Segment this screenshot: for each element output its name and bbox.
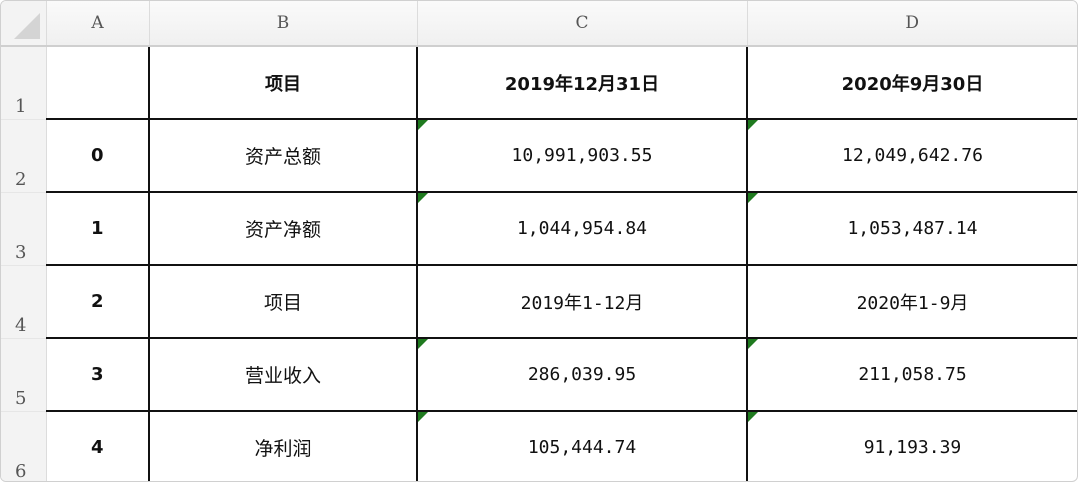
cell-value: 2020年9月30日 xyxy=(841,73,984,95)
cell-value: 286,039.95 xyxy=(527,364,637,385)
column-header-a[interactable]: A xyxy=(46,1,150,47)
row-header[interactable]: 6 xyxy=(1,411,47,481)
row-header[interactable]: 1 xyxy=(1,46,47,120)
row-header[interactable]: 4 xyxy=(1,265,47,339)
cell-c2[interactable]: 10,991,903.55 xyxy=(417,119,748,193)
cell-c1[interactable]: 2019年12月31日 xyxy=(417,46,748,120)
cell-value: 2 xyxy=(90,291,104,312)
cell-value: 1 xyxy=(90,218,104,239)
cell-d6[interactable]: 91,193.39 xyxy=(747,411,1077,481)
table-row: 6 4 净利润 105,444.74 91,193.39 xyxy=(1,411,1077,481)
cell-c4[interactable]: 2019年1-12月 xyxy=(417,265,748,339)
cell-value: 10,991,903.55 xyxy=(511,145,653,166)
cell-value: 资产总额 xyxy=(244,146,321,168)
cell-value: 项目 xyxy=(263,292,302,314)
cell-b1[interactable]: 项目 xyxy=(149,46,418,120)
select-all-corner[interactable] xyxy=(1,1,47,47)
table-row: 4 2 项目 2019年1-12月 2020年1-9月 xyxy=(1,265,1077,339)
cell-value: 91,193.39 xyxy=(863,437,962,458)
cell-a2[interactable]: 0 xyxy=(46,119,150,193)
cell-a4[interactable]: 2 xyxy=(46,265,150,339)
cell-d3[interactable]: 1,053,487.14 xyxy=(747,192,1077,266)
cell-d2[interactable]: 12,049,642.76 xyxy=(747,119,1077,193)
number-stored-as-text-flag-icon xyxy=(748,120,758,130)
table-row: 3 1 资产净额 1,044,954.84 1,053,487.14 xyxy=(1,192,1077,266)
cell-value: 1,044,954.84 xyxy=(516,218,648,239)
cell-value: 2019年1-12月 xyxy=(520,292,644,314)
cell-value: 0 xyxy=(90,145,104,166)
cell-value: 1,053,487.14 xyxy=(847,218,978,239)
number-stored-as-text-flag-icon xyxy=(418,339,428,349)
cell-d4[interactable]: 2020年1-9月 xyxy=(747,265,1077,339)
cell-b3[interactable]: 资产净额 xyxy=(149,192,418,266)
column-header-d[interactable]: D xyxy=(747,1,1077,47)
cell-b4[interactable]: 项目 xyxy=(149,265,418,339)
column-header-c[interactable]: C xyxy=(417,1,748,47)
table-row: 1 项目 2019年12月31日 2020年9月30日 xyxy=(1,46,1077,120)
number-stored-as-text-flag-icon xyxy=(418,193,428,203)
table-row: 2 0 资产总额 10,991,903.55 12,049,642.76 xyxy=(1,119,1077,193)
cell-value: 3 xyxy=(90,364,104,385)
cell-value: 2020年1-9月 xyxy=(856,292,969,314)
row-header[interactable]: 5 xyxy=(1,338,47,412)
table-row: 5 3 营业收入 286,039.95 211,058.75 xyxy=(1,338,1077,412)
number-stored-as-text-flag-icon xyxy=(418,412,428,422)
number-stored-as-text-flag-icon xyxy=(418,120,428,130)
column-header-b[interactable]: B xyxy=(149,1,418,47)
cell-c3[interactable]: 1,044,954.84 xyxy=(417,192,748,266)
cell-value: 211,058.75 xyxy=(858,364,967,385)
cell-b2[interactable]: 资产总额 xyxy=(149,119,418,193)
cell-value: 营业收入 xyxy=(244,365,321,387)
cell-a6[interactable]: 4 xyxy=(46,411,150,481)
cell-value: 12,049,642.76 xyxy=(842,145,983,166)
cell-value: 4 xyxy=(90,437,104,458)
cell-value: 净利润 xyxy=(254,438,312,460)
cell-value: 2019年12月31日 xyxy=(504,73,660,95)
cell-value: 105,444.74 xyxy=(527,437,637,458)
cell-a3[interactable]: 1 xyxy=(46,192,150,266)
cell-b6[interactable]: 净利润 xyxy=(149,411,418,481)
cell-value: 资产净额 xyxy=(244,219,321,241)
cell-d5[interactable]: 211,058.75 xyxy=(747,338,1077,412)
row-header[interactable]: 2 xyxy=(1,119,47,193)
cell-a5[interactable]: 3 xyxy=(46,338,150,412)
cell-d1[interactable]: 2020年9月30日 xyxy=(747,46,1077,120)
cell-a1[interactable] xyxy=(46,46,150,120)
number-stored-as-text-flag-icon xyxy=(748,412,758,422)
number-stored-as-text-flag-icon xyxy=(748,339,758,349)
cell-c6[interactable]: 105,444.74 xyxy=(417,411,748,481)
cell-b5[interactable]: 营业收入 xyxy=(149,338,418,412)
cell-value: 项目 xyxy=(265,73,301,95)
cell-c5[interactable]: 286,039.95 xyxy=(417,338,748,412)
row-header[interactable]: 3 xyxy=(1,192,47,266)
select-all-triangle-icon xyxy=(13,13,40,39)
number-stored-as-text-flag-icon xyxy=(748,193,758,203)
